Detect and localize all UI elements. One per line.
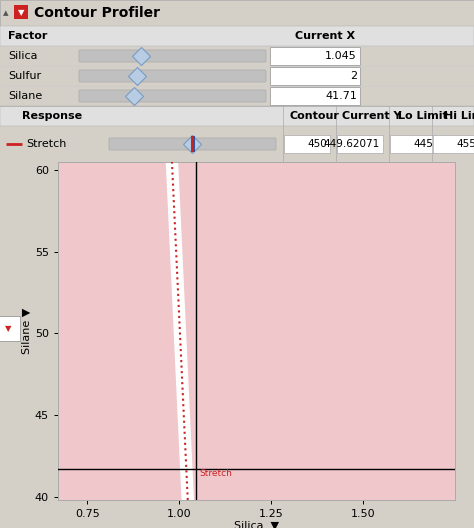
Bar [0, 26, 474, 46]
Text: 449.62071: 449.62071 [324, 139, 380, 149]
Text: Lo Limit: Lo Limit [398, 111, 448, 121]
Text: Sulfur: Sulfur [8, 71, 41, 81]
Text: 41.71: 41.71 [325, 91, 357, 101]
Bar [270, 87, 360, 105]
X-axis label: Silica  ▼: Silica ▼ [234, 521, 279, 528]
FancyBboxPatch shape [109, 138, 276, 150]
Text: Response: Response [22, 111, 82, 121]
Bar [270, 47, 360, 65]
FancyBboxPatch shape [79, 90, 266, 102]
Text: Silica: Silica [8, 51, 37, 61]
Bar [0, 106, 474, 126]
Bar [284, 135, 330, 153]
Text: Stretch: Stretch [200, 469, 232, 478]
Text: Hi Limit: Hi Limit [444, 111, 474, 121]
Bar [433, 135, 474, 153]
FancyBboxPatch shape [79, 50, 266, 62]
Text: Contour: Contour [290, 111, 340, 121]
Text: Current X: Current X [295, 31, 355, 41]
Text: Stretch: Stretch [26, 139, 66, 149]
Text: ▼: ▼ [18, 8, 24, 17]
Text: 2: 2 [350, 71, 357, 81]
Bar [390, 135, 436, 153]
Text: 455: 455 [456, 139, 474, 149]
Text: Current Y: Current Y [342, 111, 401, 121]
Text: 445: 445 [413, 139, 433, 149]
Y-axis label: Silane ▼: Silane ▼ [22, 308, 32, 354]
Text: Silane: Silane [8, 91, 42, 101]
Text: 450: 450 [307, 139, 327, 149]
FancyBboxPatch shape [79, 70, 266, 82]
Text: Factor: Factor [8, 31, 47, 41]
Bar [0, 0, 474, 26]
Text: 1.045: 1.045 [325, 51, 357, 61]
Bar [337, 135, 383, 153]
Text: ▴: ▴ [3, 8, 9, 18]
Polygon shape [166, 162, 193, 500]
Bar [14, 5, 28, 19]
Text: Contour Profiler: Contour Profiler [34, 6, 160, 20]
Text: ▼: ▼ [5, 324, 12, 333]
Bar [270, 67, 360, 85]
